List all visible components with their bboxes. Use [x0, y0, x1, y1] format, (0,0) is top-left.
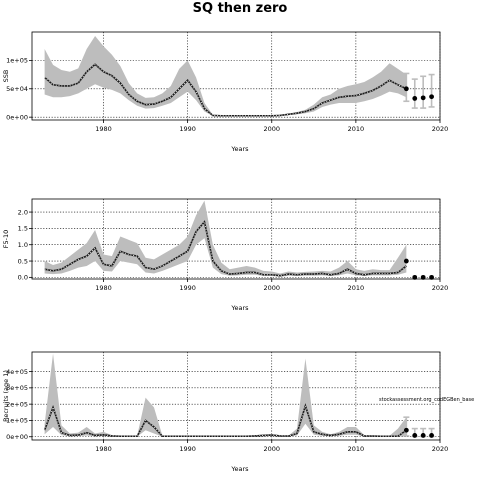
projection-point [420, 433, 426, 438]
confidence-band [44, 353, 407, 437]
plot-frame [31, 198, 441, 280]
y-axis-label: F5-10 [2, 230, 10, 249]
plot-frame [31, 31, 441, 121]
projection-point [403, 86, 409, 92]
panels: 1980 1990 2000 2010 2020 0e+00 5e+04 1e+05 Years… [2, 31, 474, 473]
projection-point [403, 258, 409, 264]
x-axis-label: Years [230, 304, 249, 312]
y-tick-label: 1e+05 [6, 57, 28, 65]
y-tick-label: 2e+05 [6, 400, 28, 408]
panel-1: 1980 1990 2000 2010 2020 0e+00 5e+04 1e+05 Years… [2, 31, 449, 153]
x-tick-label: 2000 [263, 445, 280, 453]
panel-3: 1980 1990 2000 2010 2020 0e+00 1e+05 2e+05 3e+05… [2, 351, 474, 473]
y-tick-label: 0e+00 [6, 113, 28, 121]
projection-point [420, 274, 426, 280]
projection-point [403, 427, 409, 433]
y-tick-label: 0e+00 [6, 433, 28, 441]
x-tick-label: 1980 [95, 284, 112, 292]
x-tick-label: 2000 [263, 284, 280, 292]
x-tick-label: 2010 [348, 125, 365, 133]
legend-label: stockassessment.org_codEGBen_base [379, 397, 474, 403]
x-tick-label: 2020 [432, 284, 449, 292]
projection-point [412, 433, 418, 438]
x-tick-label: 1990 [179, 445, 196, 453]
y-tick-label: 0.0 [18, 274, 28, 282]
x-tick-label: 2010 [348, 284, 365, 292]
projection-point [429, 94, 434, 100]
y-axis-label: SSB [2, 70, 10, 83]
x-tick-label: 1980 [95, 125, 112, 133]
panel-2: 1980 1990 2000 2010 2020 0.0 0.5 1.0 1.5 2.0 Years… [2, 198, 449, 312]
x-tick-label: 1990 [179, 284, 196, 292]
x-tick-label: 2020 [432, 445, 449, 453]
y-axis-label: Recruits (age 1) [2, 370, 10, 422]
plot-frame [31, 351, 441, 441]
x-axis-label: Years [230, 145, 249, 153]
y-tick-label: 2.0 [18, 208, 28, 216]
median-line-dots [44, 63, 407, 117]
projection-point [429, 274, 434, 280]
y-tick-label: 5e+04 [6, 85, 28, 93]
x-tick-label: 2010 [348, 445, 365, 453]
median-line-dots [44, 404, 407, 437]
projection-point [412, 96, 418, 101]
y-tick-label: 3e+05 [6, 384, 28, 392]
projection-point [429, 433, 434, 438]
x-tick-label: 1980 [95, 445, 112, 453]
projection-point [420, 95, 426, 101]
median-line [44, 220, 407, 277]
y-tick-label: 1e+05 [6, 417, 28, 425]
x-tick-label: 2020 [432, 125, 449, 133]
confidence-band [44, 35, 407, 117]
x-axis-label: Years [230, 465, 249, 473]
x-tick-label: 1990 [179, 125, 196, 133]
confidence-band [44, 200, 407, 277]
y-tick-label: 1.5 [18, 225, 28, 233]
median-line [43, 403, 407, 438]
figure-title: SQ then zero [193, 1, 288, 16]
y-tick-label: 1.0 [18, 241, 28, 249]
y-tick-label: 0.5 [18, 257, 28, 265]
x-tick-label: 2000 [263, 125, 280, 133]
projection-point [412, 274, 418, 280]
y-tick-label: 4e+05 [6, 368, 28, 376]
